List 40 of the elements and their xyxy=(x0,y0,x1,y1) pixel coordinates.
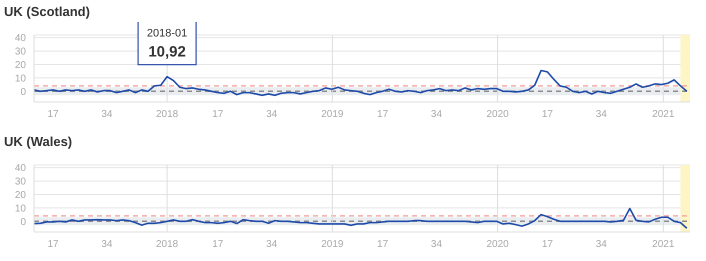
annotation: 2018-01 xyxy=(146,28,188,40)
y-tick-label: 20 xyxy=(14,60,26,72)
y-tick-label: 40 xyxy=(14,163,26,174)
x-tick-label: 34 xyxy=(596,109,608,120)
x-tick-label: 17 xyxy=(542,239,554,250)
line-series xyxy=(34,208,688,230)
x-tick-label: 34 xyxy=(266,239,278,250)
x-tick-label: 17 xyxy=(377,239,389,250)
y-tick-label: 30 xyxy=(14,176,26,188)
x-tick-label: 17 xyxy=(377,109,389,120)
y-tick-label: 40 xyxy=(14,33,26,44)
x-tick-label: 2018 xyxy=(156,109,179,120)
x-tick-label: 17 xyxy=(47,239,60,250)
y-tick-label: 20 xyxy=(14,190,26,202)
x-tick-label: 34 xyxy=(430,109,442,120)
chart-title: UK (Scotland) xyxy=(3,3,91,21)
x-tick-label: 34 xyxy=(266,109,278,120)
x-tick-label: 2020 xyxy=(486,239,510,250)
x-tick-label: 2019 xyxy=(321,109,344,120)
annotation: 10,92 xyxy=(148,44,186,61)
x-tick-label: 2021 xyxy=(652,239,675,250)
y-tick-label: 0 xyxy=(20,86,26,98)
x-tick-label: 2020 xyxy=(486,109,510,120)
chart-title: UK (Wales) xyxy=(3,133,74,151)
x-tick-label: 34 xyxy=(596,239,608,250)
x-tick-label: 2018 xyxy=(156,239,179,250)
x-tick-label: 17 xyxy=(212,109,224,120)
x-tick-label: 2019 xyxy=(321,239,344,250)
x-tick-label: 17 xyxy=(212,239,224,250)
x-tick-label: 17 xyxy=(47,109,60,120)
x-tick-label: 34 xyxy=(101,109,113,120)
y-tick-label: 30 xyxy=(14,46,26,58)
y-tick-label: 0 xyxy=(20,216,26,228)
line-series xyxy=(34,70,688,96)
y-tick-label: 10 xyxy=(14,203,26,214)
y-tick-label: 10 xyxy=(14,73,26,84)
x-tick-label: 17 xyxy=(542,109,554,120)
x-tick-label: 34 xyxy=(430,239,442,250)
x-tick-label: 34 xyxy=(101,239,113,250)
x-tick-label: 2021 xyxy=(652,109,675,120)
